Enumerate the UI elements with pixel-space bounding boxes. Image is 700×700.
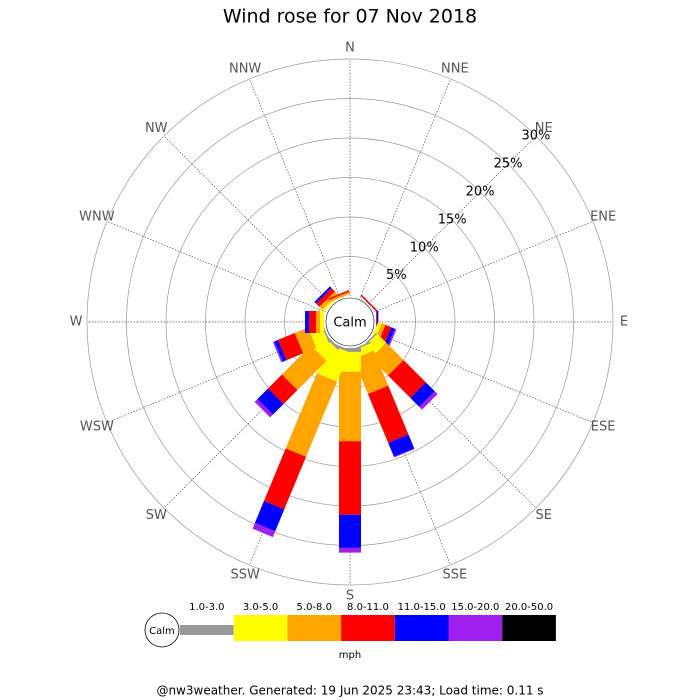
legend-swatch [287,615,342,641]
legend-label: 1.0-3.0 [189,602,224,613]
direction-label: WSW [80,419,114,434]
bar-segment [339,547,361,553]
bar-segment [387,359,426,398]
bar-segment [370,342,404,376]
chart-title: Wind rose for 07 Nov 2018 [223,6,477,28]
ring-label: 15% [438,212,467,227]
bar-segment [419,391,438,410]
direction-label: E [620,315,628,330]
bar-segment [410,382,435,407]
direction-label: WNW [79,210,115,225]
bar-segment [316,344,350,382]
direction-label: S [346,589,354,604]
direction-spoke [106,221,327,313]
bar-segment [263,448,307,510]
direction-label: SSE [442,568,467,583]
legend-unit: mph [339,650,361,661]
direction-label: N [345,41,355,56]
legend-label: 20.0-50.0 [505,602,553,613]
legend-label: 15.0-20.0 [451,602,499,613]
direction-label: ENE [590,210,616,225]
bar-segment [257,388,284,415]
ring-label: 10% [410,240,439,255]
bar-segment [360,294,378,312]
direction-label: W [70,315,83,330]
direction-spoke [373,331,594,423]
bar-segment [367,385,409,443]
direction-spoke [368,135,537,304]
direction-label: ESE [591,419,616,434]
direction-spoke [359,78,451,299]
legend-calm-label: Calm [149,626,175,637]
direction-label: SSW [230,568,260,583]
bar-segment [319,291,338,310]
ring-label: 30% [522,129,551,144]
bar-segment [254,399,273,418]
bar-segment [294,327,317,354]
bar-segment [277,332,304,361]
calm-circle [325,297,375,347]
calm-label: Calm [333,316,366,331]
direction-spoke [249,78,341,299]
bar-segment [308,311,317,333]
legend-calm-circle [144,612,180,648]
ring-label: 5% [386,268,407,283]
direction-spoke [163,135,332,304]
direction-label: NNE [441,61,469,76]
legend-swatch [502,615,556,641]
bar-segment [393,448,415,458]
direction-label: NNW [229,61,261,76]
ring-label: 20% [466,184,495,199]
bar-segment [274,339,287,362]
bar-segment [388,434,415,457]
bar-segment [316,311,321,333]
legend-swatch [394,615,449,641]
bar-segment [320,311,324,333]
bar-segment [254,500,285,532]
legend-label: 3.0-5.0 [243,602,278,613]
legend-label: 5.0-8.0 [297,602,332,613]
direction-label: NW [145,121,168,136]
direction-label: SW [146,508,167,523]
direction-label: SE [536,508,552,523]
bar-segment [339,371,361,442]
bar-segment [272,341,283,363]
bar-segment [316,288,335,307]
direction-spoke [373,221,594,313]
bar-segment [252,522,276,538]
bar-segment [267,374,298,405]
bar-segment [339,348,361,352]
bar-segment [281,345,327,391]
bar-segment [305,311,309,333]
bar-segment [339,514,361,548]
legend-swatch [180,625,234,635]
bar-segment [328,291,351,303]
legend-label: 11.0-15.0 [398,602,446,613]
direction-label: NE [535,121,553,136]
bar-segment [328,290,350,300]
bar-segment [386,328,397,350]
bar-segment [285,373,338,457]
legend-label: 8.0-11.0 [347,602,389,613]
footer: @nw3weather. Generated: 19 Jun 2025 23:4… [156,684,543,698]
legend-swatch [448,615,503,641]
bar-segment [353,350,389,395]
bar-segment [314,286,332,304]
legend-swatch [233,615,288,641]
bar-segment [339,441,361,515]
ring-label: 25% [494,156,523,171]
legend-swatch [341,615,395,641]
grid-ring [86,58,614,586]
